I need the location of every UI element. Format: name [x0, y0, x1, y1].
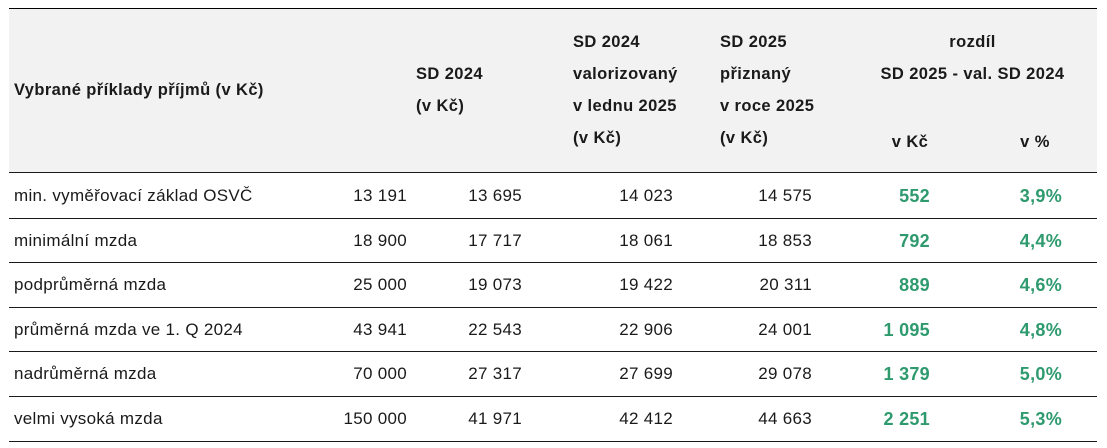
row-divider: [9, 307, 1097, 308]
row-divider: [9, 351, 1097, 352]
header-sd2024: SD 2024 (v Kč): [416, 65, 484, 115]
cell-sd2024: 27 317: [468, 364, 522, 384]
row-divider: [9, 441, 1097, 442]
cell-sd2025: 20 311: [759, 275, 812, 295]
cell-sd2024-valorized: 14 023: [619, 186, 673, 205]
header-rozdil: rozdíl SD 2025 - val. SD 2024: [880, 33, 1065, 83]
table-header: [9, 9, 1097, 172]
cell-sd2024: 41 971: [468, 409, 522, 428]
header-sd2024-valorized: SD 2024 valorizovaný v lednu 2025 (v Kč): [573, 33, 678, 147]
row-label: minimální mzda: [14, 230, 138, 250]
cell-income: 150 000: [343, 409, 407, 428]
cell-diff-kc: 1 095: [883, 319, 930, 340]
row-divider: [9, 218, 1097, 219]
cell-sd2024-valorized: 22 906: [619, 319, 673, 339]
cell-sd2025: 14 575: [758, 186, 812, 205]
cell-income: 13 191: [353, 186, 407, 205]
header-v-kc: v Kč: [891, 133, 929, 151]
cell-diff-kc: 552: [899, 186, 930, 206]
cell-sd2024: 19 073: [468, 275, 522, 295]
cell-sd2024-valorized: 19 422: [619, 275, 673, 295]
cell-sd2025: 24 001: [758, 319, 812, 339]
cell-diff-pct: 4,4%: [1019, 230, 1062, 251]
cell-diff-kc: 1 379: [883, 364, 930, 385]
row-label: podprůměrná mzda: [14, 275, 167, 295]
cell-diff-kc: 792: [899, 230, 930, 251]
cell-sd2025: 44 663: [758, 409, 812, 428]
table-top-rule: [9, 8, 1097, 9]
cell-income: 70 000: [353, 364, 407, 384]
cell-sd2024: 17 717: [468, 230, 522, 250]
header-label: Vybrané příklady příjmů (v Kč): [14, 81, 264, 99]
row-label: průměrná mzda ve 1. Q 2024: [14, 319, 243, 339]
cell-diff-pct: 4,6%: [1019, 275, 1062, 296]
header-bottom-rule: [9, 172, 1097, 173]
cell-sd2025: 29 078: [758, 364, 812, 384]
cell-sd2024: 22 543: [468, 319, 522, 339]
cell-sd2025: 18 853: [758, 230, 812, 250]
row-label: velmi vysoká mzda: [14, 409, 163, 428]
row-divider: [9, 262, 1097, 263]
cell-diff-pct: 3,9%: [1019, 186, 1062, 206]
cell-diff-kc: 889: [899, 275, 930, 296]
cell-income: 43 941: [353, 319, 407, 339]
header-v-pct: v %: [1020, 133, 1050, 151]
cell-diff-kc: 2 251: [883, 409, 930, 429]
row-label: min. vyměřovací základ OSVČ: [14, 186, 253, 205]
cell-diff-pct: 5,0%: [1019, 364, 1062, 385]
cell-diff-pct: 4,8%: [1019, 319, 1062, 340]
cell-sd2024-valorized: 27 699: [619, 364, 673, 384]
cell-sd2024-valorized: 42 412: [619, 409, 673, 428]
header-sd2025: SD 2025 přiznaný v roce 2025 (v Kč): [720, 33, 815, 147]
cell-diff-pct: 5,3%: [1019, 409, 1062, 429]
cell-sd2024: 13 695: [468, 186, 522, 205]
row-label: nadrůměrná mzda: [14, 364, 157, 384]
cell-sd2024-valorized: 18 061: [619, 230, 673, 250]
cell-income: 18 900: [353, 230, 407, 250]
cell-income: 25 000: [353, 275, 407, 295]
row-divider: [9, 396, 1097, 397]
